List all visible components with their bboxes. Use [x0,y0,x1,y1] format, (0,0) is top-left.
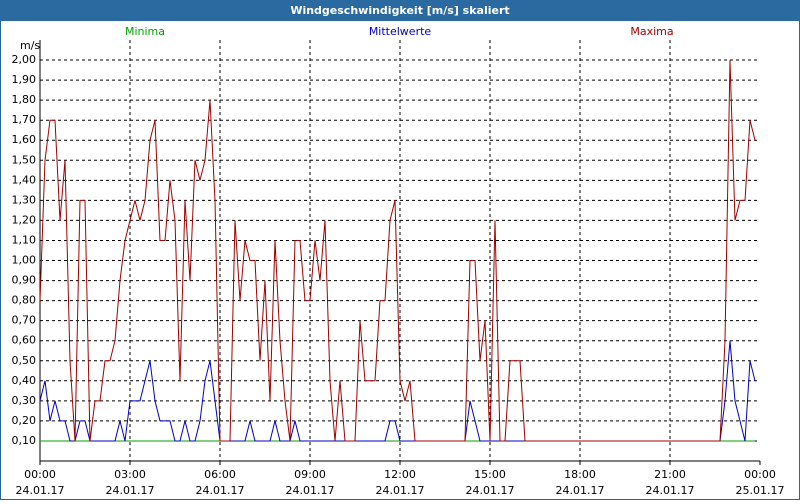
x-tick-label: 03:00 [114,468,146,481]
y-tick-label: 1,30 [12,193,37,206]
y-tick-label: 1,90 [12,73,37,86]
series-line [39,60,756,442]
y-tick-label: 2,00 [12,53,37,66]
y-tick-label: 1,40 [12,173,37,186]
x-tick-label: 06:00 [204,468,236,481]
y-tick-label: 1,20 [12,213,37,226]
x-tick-date: 24.01.17 [16,484,65,497]
legend-label: Maxima [630,25,673,38]
x-tick-date: 25.01.17 [736,484,785,497]
y-tick-label: 1,60 [12,133,37,146]
chart-title: Windgeschwindigkeit [m/s] skaliert [290,4,509,17]
x-tick-date: 24.01.17 [106,484,155,497]
y-tick-label: 1,50 [12,153,37,166]
legend-label: Mittelwerte [369,25,432,38]
x-tick-label: 21:00 [654,468,686,481]
y-tick-label: 0,30 [12,394,37,407]
x-tick-label: 00:00 [24,468,56,481]
y-tick-label: 0,20 [12,414,37,427]
y-tick-label: 0,60 [12,334,37,347]
x-tick-date: 24.01.17 [556,484,605,497]
y-tick-label: 0,70 [12,314,37,327]
x-tick-date: 24.01.17 [286,484,335,497]
y-tick-label: 0,40 [12,374,37,387]
y-tick-label: 0,50 [12,354,37,367]
y-tick-label: 1,70 [12,113,37,126]
y-tick-label: 1,00 [12,254,37,267]
x-tick-date: 24.01.17 [196,484,245,497]
x-tick-date: 24.01.17 [376,484,425,497]
x-tick-label: 00:00 [744,468,776,481]
y-tick-label: 0,80 [12,294,37,307]
y-tick-label: 0,90 [12,274,37,287]
x-tick-label: 09:00 [294,468,326,481]
y-tick-label: 0,10 [12,434,37,447]
y-axis-label: m/s [20,39,40,52]
x-tick-label: 18:00 [564,468,596,481]
y-tick-label: 1,80 [12,93,37,106]
title-bar [0,0,800,21]
x-tick-date: 24.01.17 [646,484,695,497]
legend-label: Minima [125,25,165,38]
x-tick-label: 12:00 [384,468,416,481]
x-tick-label: 15:00 [474,468,506,481]
x-tick-date: 24.01.17 [466,484,515,497]
y-tick-label: 1,10 [12,233,37,246]
